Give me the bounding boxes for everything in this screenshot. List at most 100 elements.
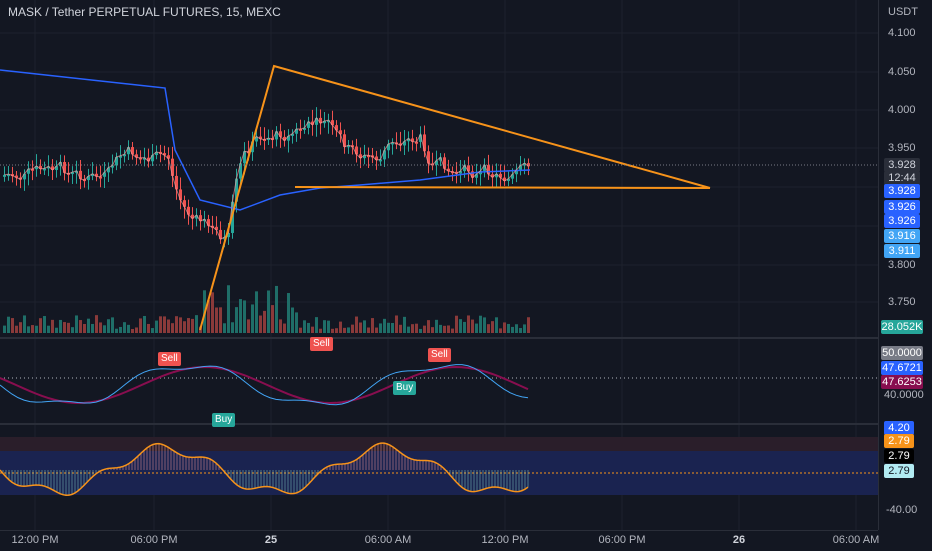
candle-body (167, 155, 170, 159)
candle-body (495, 173, 498, 178)
volume-bar (407, 326, 410, 333)
volume-bar (155, 320, 158, 333)
price-tag: 3.916 (884, 229, 920, 243)
candle-body (39, 166, 42, 169)
volume-bar (287, 293, 290, 333)
volume-bar (399, 324, 402, 333)
candle-body (443, 157, 446, 169)
volume-bar (239, 299, 242, 333)
volume-bar (391, 322, 394, 333)
candle-body (239, 163, 242, 179)
volume-bar (351, 324, 354, 333)
volume-bar (507, 323, 510, 333)
volume-bar (247, 319, 250, 333)
candle-body (123, 154, 126, 157)
volume-bar (315, 317, 318, 333)
candle-body (31, 168, 34, 171)
candle-body (379, 159, 382, 162)
candle-body (331, 120, 334, 126)
volume-bar (95, 315, 98, 333)
volume-bar (263, 310, 266, 333)
candle-body (35, 166, 38, 170)
candle-body (307, 121, 310, 128)
candle-body (79, 170, 82, 180)
volume-bar (331, 328, 334, 333)
volume-bar (115, 328, 118, 333)
candle-body (219, 229, 222, 240)
volume-bar (503, 322, 506, 333)
trendline (294, 186, 711, 189)
axis-currency: USDT (888, 6, 918, 18)
volume-bar (207, 300, 210, 333)
osc2-tag: 2.79 (884, 434, 914, 448)
volume-bar (519, 328, 522, 333)
volume-bar (147, 323, 150, 333)
candle-body (311, 121, 314, 125)
volume-bar (123, 322, 126, 333)
candle-body (339, 130, 342, 135)
volume-bar (27, 326, 30, 333)
candle-body (127, 147, 130, 155)
volume-bar (387, 322, 390, 333)
volume-bar (3, 325, 6, 333)
candle-body (387, 143, 390, 151)
volume-bar (227, 285, 230, 333)
volume-bar (107, 319, 110, 333)
volume-bar (175, 316, 178, 333)
candle-body (295, 128, 298, 134)
time-label: 12:00 PM (481, 534, 529, 546)
osc2-line (0, 442, 529, 497)
osc1-tick: 40.0000 (884, 389, 924, 401)
volume-bar (339, 321, 342, 333)
time-axis[interactable]: 12:00 PM 06:00 PM 25 06:00 AM 12:00 PM 0… (0, 530, 880, 551)
candle-body (179, 189, 182, 201)
time-label: 06:00 AM (364, 534, 412, 546)
volume-bar (523, 324, 526, 333)
volume-bar (219, 307, 222, 333)
candle-body (7, 174, 10, 177)
candle-body (199, 215, 202, 222)
chart-canvas[interactable] (0, 0, 878, 530)
volume-bar (347, 327, 350, 333)
volume-bar (119, 326, 122, 333)
volume-bar (23, 315, 26, 333)
volume-bar (7, 316, 10, 333)
volume-bar (479, 315, 482, 333)
volume-bar (55, 327, 58, 333)
candle-body (203, 219, 206, 222)
candle-body (343, 134, 346, 147)
volume-bar (395, 315, 398, 333)
volume-bar (415, 323, 418, 333)
volume-bar (411, 324, 414, 333)
candle-body (511, 174, 514, 179)
time-label: 06:00 AM (832, 534, 880, 546)
volume-bar (171, 323, 174, 333)
volume-bar (99, 322, 102, 333)
candle-body (235, 178, 238, 202)
candle-body (163, 153, 166, 156)
volume-tag: 28.052K (881, 320, 923, 334)
osc1-tag: 47.6253 (881, 375, 923, 389)
sell-signal: Sell (158, 352, 181, 366)
volume-bar (195, 315, 198, 333)
candle-body (283, 136, 286, 141)
candle-body (3, 174, 6, 177)
candle-body (319, 117, 322, 124)
candle-body (171, 158, 174, 176)
candle-body (299, 128, 302, 131)
volume-bar (43, 316, 46, 333)
volume-bar (431, 327, 434, 333)
osc2-tick: -40.00 (886, 504, 918, 516)
volume-bar (423, 325, 426, 333)
candle-body (403, 141, 406, 146)
volume-bar (215, 307, 218, 333)
volume-bar (467, 315, 470, 333)
candle-body (23, 173, 26, 180)
candle-body (275, 131, 278, 140)
candle-body (399, 143, 402, 146)
candle-body (119, 155, 122, 158)
volume-bar (283, 323, 286, 333)
volume-bar (167, 319, 170, 333)
candle-body (47, 166, 50, 169)
candle-body (439, 157, 442, 161)
